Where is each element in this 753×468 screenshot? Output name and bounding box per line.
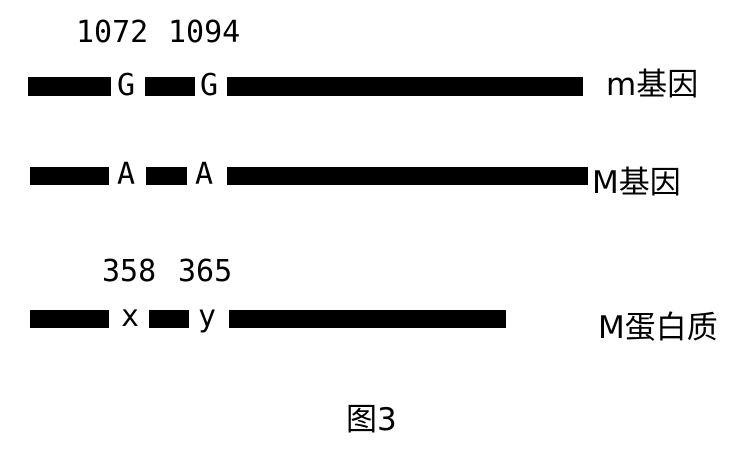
m-gene-position-2: 1094 (168, 15, 241, 50)
M-gene-label: M基因 (592, 165, 681, 201)
M-gene-segment-2 (146, 167, 187, 185)
M-protein-segment-1 (30, 310, 109, 328)
m-gene-base-2: G (200, 68, 219, 103)
M-gene-base-2: A (195, 157, 214, 192)
m-gene-segment-1 (28, 77, 111, 96)
M-gene-base-1: A (117, 157, 136, 192)
M-protein-residue-2: y (198, 299, 217, 334)
M-protein-position-2: 365 (178, 254, 233, 289)
M-gene-segment-3 (227, 167, 588, 185)
m-gene-segment-2 (145, 77, 195, 96)
m-gene-label: m基因 (606, 67, 699, 103)
M-protein-segment-3 (229, 310, 506, 328)
m-gene-segment-3 (227, 77, 583, 96)
M-protein-residue-1: x (121, 299, 140, 334)
m-gene-base-1: G (117, 68, 136, 103)
M-protein-segment-2 (149, 310, 189, 328)
M-gene-segment-1 (30, 167, 109, 185)
M-protein-position-1: 358 (102, 254, 157, 289)
figure-caption: 图3 (346, 402, 397, 438)
m-gene-position-1: 1072 (76, 15, 149, 50)
M-protein-label: M蛋白质 (598, 310, 718, 346)
